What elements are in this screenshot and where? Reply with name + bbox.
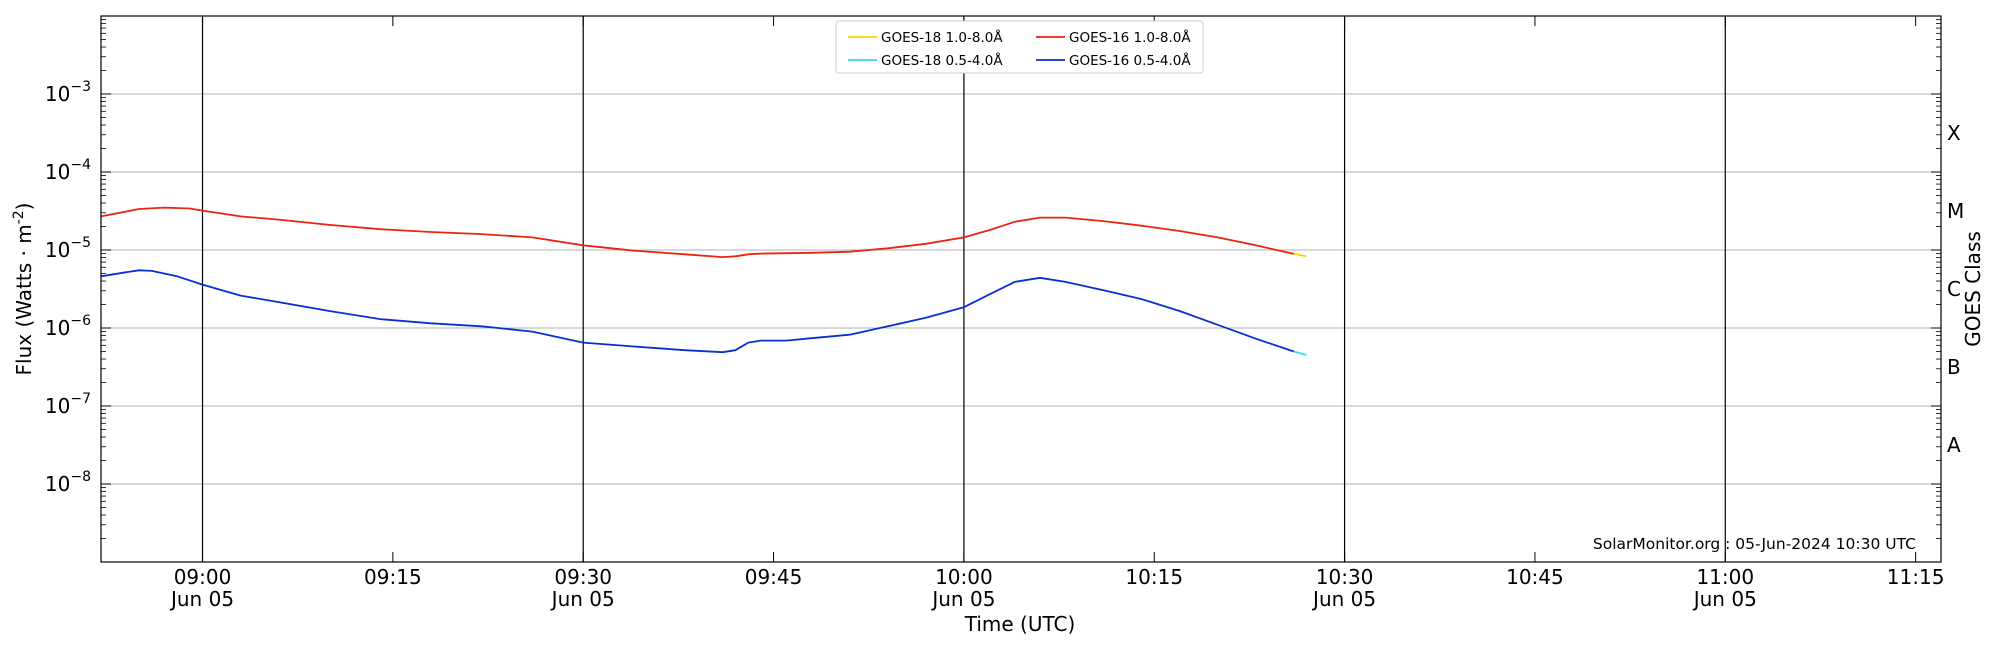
x-tick-label: 10:45 xyxy=(1506,565,1564,589)
grid-lines xyxy=(101,93,1941,485)
x-tick-label: 11:00 xyxy=(1696,565,1754,589)
y-tick-label: 10−7 xyxy=(45,391,91,418)
x-tick-date-label: Jun 05 xyxy=(169,587,234,611)
plot-frame xyxy=(100,15,1942,563)
x-tick-label: 11:15 xyxy=(1887,565,1945,589)
series-line-goes-16-1-0-8-0- xyxy=(100,206,1294,258)
legend-entry: GOES-18 1.0-8.0Å xyxy=(881,29,1003,46)
series-line-goes-18-0-5-4-0- xyxy=(1293,350,1307,356)
y-tick-label: 10−6 xyxy=(45,313,91,340)
legend-box xyxy=(835,20,1204,74)
goes-class-axis: A B C M X xyxy=(1947,121,1964,457)
x-tick-label: 10:30 xyxy=(1316,565,1374,589)
y-tick-label: 10−5 xyxy=(45,235,91,262)
legend-entry: GOES-16 0.5-4.0Å xyxy=(1069,52,1191,69)
goes-class-m: M xyxy=(1947,199,1964,223)
goes-class-a: A xyxy=(1947,433,1961,457)
legend-entry: GOES-16 1.0-8.0Å xyxy=(1069,29,1191,46)
x-tick-label: 09:00 xyxy=(174,565,232,589)
legend: GOES-18 1.0-8.0Å GOES-18 0.5-4.0Å GOES-16 … xyxy=(835,20,1204,74)
x-tick-label: 09:15 xyxy=(364,565,422,589)
watermark: SolarMonitor.org : 05-Jun-2024 10:30 UTC xyxy=(1593,535,1916,553)
x-tick-date-label: Jun 05 xyxy=(930,587,995,611)
y-tick-label: 10−4 xyxy=(45,157,91,184)
y-tick-label: 10−8 xyxy=(45,469,91,496)
y2-axis-label: GOES Class xyxy=(1961,231,1985,347)
x-tick-date-label: Jun 05 xyxy=(550,587,615,611)
goes-class-x: X xyxy=(1947,121,1961,145)
x-tick-date-label: Jun 05 xyxy=(1692,587,1757,611)
y-axis: 10−8 10−7 10−6 10−5 10−4 10−3 xyxy=(45,15,1941,563)
x-tick-date-label: Jun 05 xyxy=(1311,587,1376,611)
series-line-goes-16-0-5-4-0- xyxy=(100,269,1295,354)
y-axis-label: Flux (Watts · m-2) xyxy=(11,203,36,376)
x-tick-label: 09:30 xyxy=(554,565,612,589)
legend-entry: GOES-18 0.5-4.0Å xyxy=(881,52,1003,69)
x-tick-label: 09:45 xyxy=(745,565,803,589)
goes-class-c: C xyxy=(1947,277,1961,301)
flux-series xyxy=(100,206,1307,356)
x-axis-label: Time (UTC) xyxy=(964,612,1076,636)
goes-class-b: B xyxy=(1947,355,1961,379)
series-line-goes-18-1-0-8-0- xyxy=(1293,253,1307,258)
x-tick-label: 10:15 xyxy=(1125,565,1183,589)
y-tick-label: 10−3 xyxy=(45,79,91,106)
day-marker-lines xyxy=(201,16,1726,562)
x-tick-label: 10:00 xyxy=(935,565,993,589)
